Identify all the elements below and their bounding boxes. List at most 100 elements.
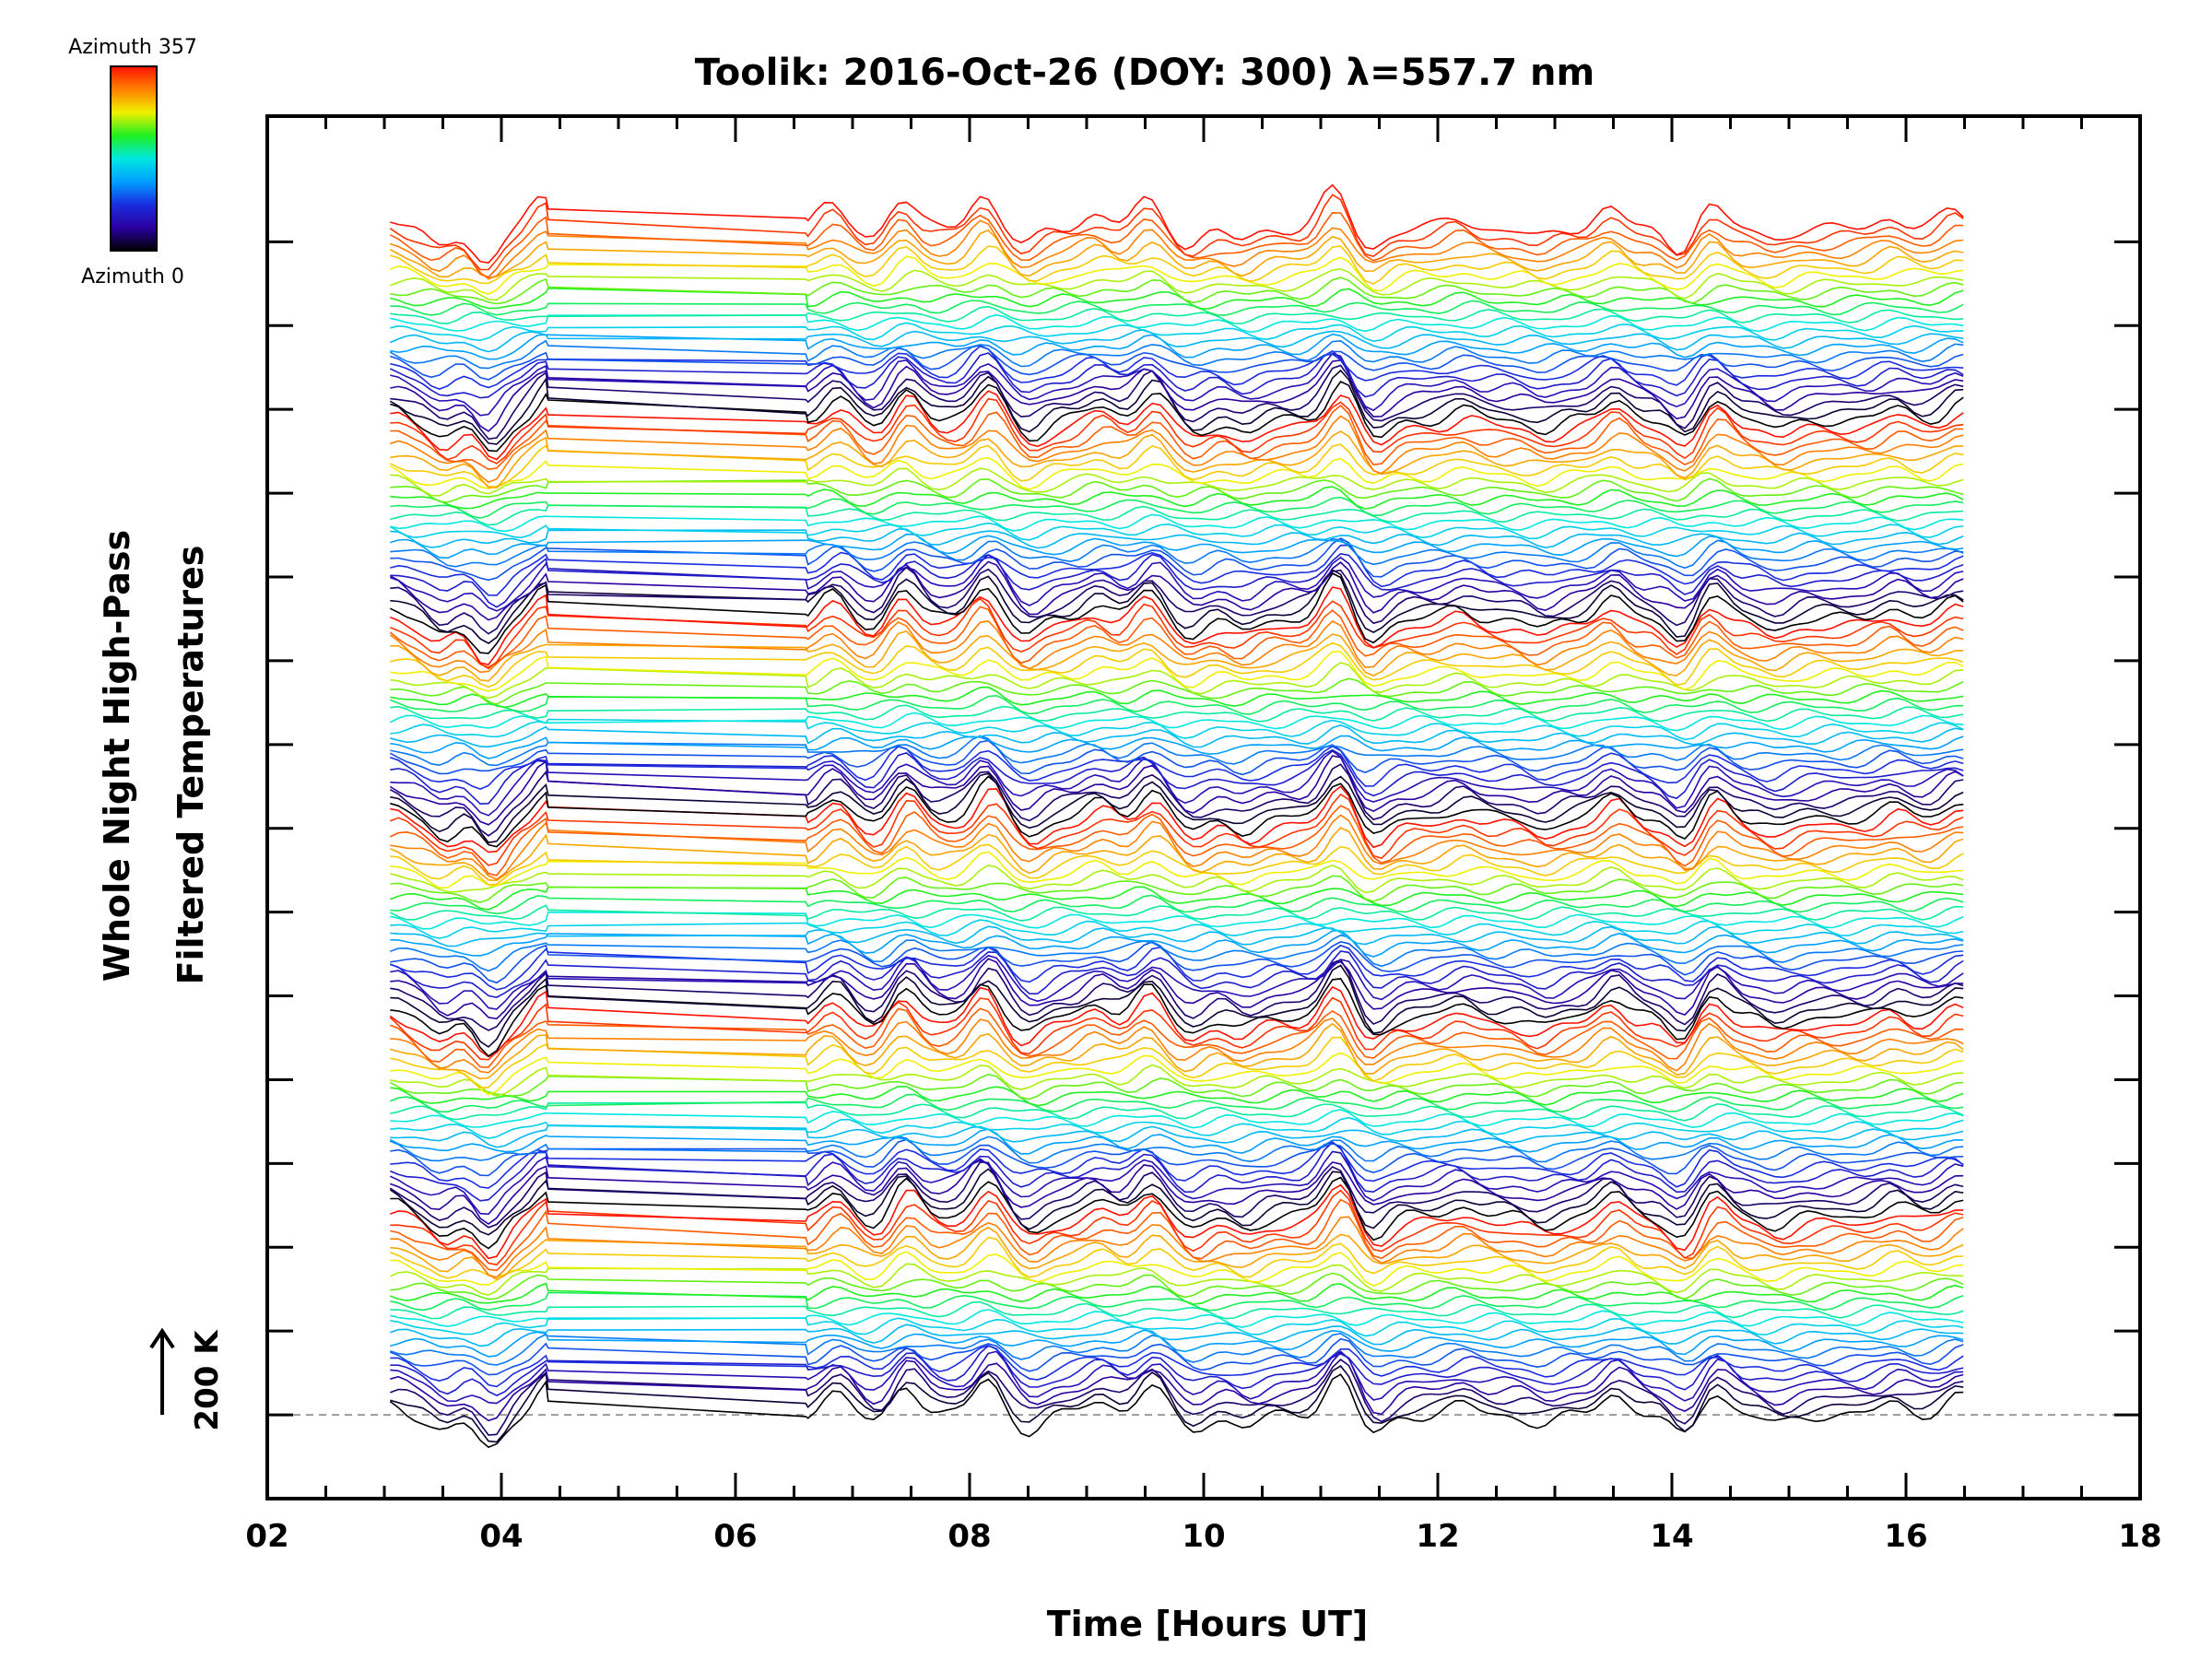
- series-line: [389, 606, 1964, 668]
- series-line: [390, 1272, 1964, 1300]
- series-line: [390, 1329, 1964, 1358]
- series-line: [390, 1359, 1964, 1436]
- series-line: [390, 415, 1964, 484]
- series-line: [390, 597, 1964, 670]
- colorbar: Azimuth 357 Azimuth 0: [68, 36, 197, 288]
- x-tick-label: 04: [479, 1518, 523, 1555]
- series-line: [390, 404, 1964, 471]
- series-line: [390, 1251, 1964, 1287]
- series-line: [390, 958, 1964, 1020]
- series-line: [390, 964, 1964, 1048]
- series-line: [390, 1337, 1964, 1376]
- series-line: [389, 985, 1964, 1058]
- series-line: [389, 904, 1964, 922]
- series-line: [390, 1064, 1964, 1097]
- series-line: [390, 919, 1964, 939]
- series-line: [389, 996, 1964, 1061]
- series-line: [390, 553, 1964, 608]
- series-line: [389, 522, 1964, 541]
- series-line: [390, 344, 1964, 381]
- series-line: [390, 245, 1964, 285]
- series-line: [390, 1052, 1964, 1096]
- series-line: [389, 329, 1964, 353]
- series-line: [390, 775, 1964, 848]
- series-line: [390, 1116, 1964, 1139]
- series-line: [390, 183, 1964, 264]
- series-line: [390, 1124, 1964, 1148]
- x-tick-label: 18: [2118, 1518, 2161, 1555]
- series-line: [390, 1198, 1964, 1272]
- series-line: [390, 566, 1964, 635]
- series-line: [390, 686, 1964, 709]
- series-line: [390, 886, 1964, 911]
- series-line: [390, 1300, 1964, 1320]
- series-line: [390, 496, 1964, 519]
- series-line: [390, 533, 1964, 559]
- series-line: [390, 1007, 1964, 1068]
- series-line: [390, 724, 1964, 748]
- series-line: [389, 755, 1964, 826]
- series-line: [390, 322, 1964, 343]
- scale-bar-arrowhead: [149, 1327, 175, 1349]
- series-line: [389, 194, 1964, 271]
- series-line: [390, 1365, 1964, 1443]
- series-line: [389, 944, 1964, 991]
- colorbar-gradient: [110, 65, 158, 252]
- series-line: [389, 620, 1964, 674]
- series-line: [390, 1345, 1964, 1396]
- series-line: [390, 1324, 1964, 1347]
- series-line: [390, 735, 1964, 759]
- series-line: [390, 267, 1964, 301]
- series-line: [390, 843, 1964, 886]
- series-line: [390, 477, 1964, 503]
- series-line: [390, 704, 1964, 723]
- series-line: [390, 651, 1964, 692]
- series-line: [389, 712, 1964, 732]
- series-line: [390, 255, 1964, 295]
- series-line: [390, 864, 1964, 894]
- series-line: [389, 805, 1964, 877]
- series-line: [390, 486, 1964, 510]
- series-line: [389, 349, 1964, 399]
- series-line: [390, 894, 1964, 915]
- series-line: [389, 1161, 1964, 1229]
- series-line: [390, 305, 1964, 324]
- series-line: [390, 1141, 1964, 1189]
- series-line: [390, 276, 1964, 305]
- series-line: [390, 954, 1964, 1010]
- series-line: [390, 978, 1964, 1057]
- series-line: [390, 528, 1964, 549]
- series-line: [390, 785, 1964, 853]
- series-line: [390, 1226, 1964, 1281]
- series-line: [389, 739, 1964, 776]
- series-line: [390, 504, 1964, 526]
- series-line: [389, 1128, 1964, 1155]
- y-axis-label-line2: Filtered Temperatures: [171, 546, 211, 985]
- x-tick-label: 16: [1884, 1518, 1927, 1555]
- y-axis-label: Whole Night High-Pass Filtered Temperatu…: [97, 530, 211, 984]
- series-line: [390, 1183, 1964, 1260]
- x-tick-label: 14: [1650, 1518, 1693, 1555]
- series-line: [390, 560, 1964, 621]
- series-line: [390, 677, 1964, 705]
- series-line: [390, 1109, 1964, 1129]
- series-line: [390, 941, 1964, 984]
- series-line: [389, 211, 1964, 278]
- series-line: [390, 745, 1964, 790]
- series-line: [390, 1332, 1964, 1366]
- series-line: [390, 950, 1964, 998]
- series-line: [390, 1086, 1964, 1107]
- series-group: [389, 183, 1964, 1449]
- series-line: [390, 287, 1964, 310]
- series-line: [390, 1101, 1964, 1122]
- series-line: [389, 1373, 1964, 1449]
- series-line: [390, 345, 1964, 390]
- colorbar-label-top: Azimuth 357: [68, 36, 197, 59]
- x-tick-label: 10: [1182, 1518, 1225, 1555]
- x-tick-label: 02: [245, 1518, 288, 1555]
- series-line: [389, 369, 1964, 445]
- series-line: [389, 229, 1964, 279]
- series-line: [390, 1317, 1964, 1337]
- series-line: [390, 537, 1964, 570]
- series-line: [389, 827, 1964, 882]
